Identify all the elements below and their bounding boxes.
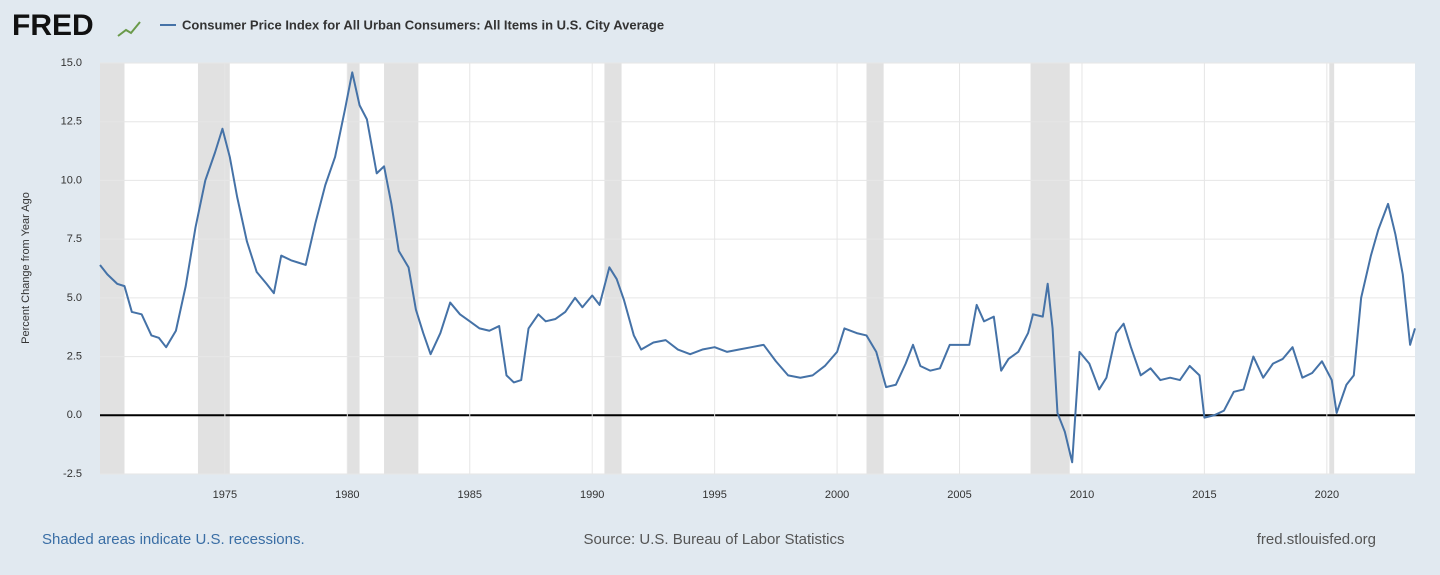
recession-band [100,63,125,474]
recession-band [1329,63,1335,474]
x-tick-label: 1975 [213,489,237,501]
x-tick-label: 2015 [1192,489,1216,501]
recession-band [604,63,622,474]
y-axis-label: Percent Change from Year Ago [20,192,32,344]
y-tick-label: 12.5 [61,116,82,128]
y-tick-label: 5.0 [67,292,82,304]
logo: FRED [12,9,94,42]
recession-band [1030,63,1070,474]
x-tick-label: 1995 [702,489,726,501]
credit: fred.stlouisfed.org [1257,531,1376,548]
plot-area [100,63,1415,474]
logo-icon [117,21,141,37]
x-tick-label: 2020 [1315,489,1339,501]
y-tick-label: 15.0 [61,57,82,69]
series-line [99,71,1416,464]
recession-band [866,63,884,474]
recession-note: Shaded areas indicate U.S. recessions. [42,531,305,548]
y-tick-label: 2.5 [67,350,82,362]
y-tick-label: 0.0 [67,409,82,421]
y-tick-label: -2.5 [63,468,82,480]
x-tick-label: 2010 [1070,489,1094,501]
recession-band [347,63,360,474]
y-tick-label: 7.5 [67,233,82,245]
legend-label: Consumer Price Index for All Urban Consu… [182,17,664,32]
y-tick-label: 10.0 [61,174,82,186]
x-tick-label: 2005 [947,489,971,501]
x-tick-label: 1980 [335,489,359,501]
x-tick-label: 1985 [458,489,482,501]
x-tick-label: 2000 [825,489,849,501]
x-tick-label: 1990 [580,489,604,501]
recession-band [384,63,419,474]
source: Source: U.S. Bureau of Labor Statistics [584,531,845,548]
